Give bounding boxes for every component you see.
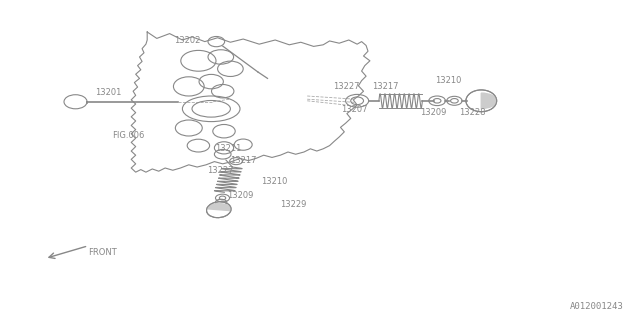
Text: 13228: 13228 <box>460 108 486 116</box>
Text: 13217: 13217 <box>372 82 399 91</box>
Text: 13209: 13209 <box>227 191 253 200</box>
Text: 13227: 13227 <box>333 82 359 91</box>
Text: 13210: 13210 <box>435 76 461 85</box>
Text: A012001243: A012001243 <box>570 302 624 311</box>
Text: 13201: 13201 <box>95 88 121 97</box>
Text: 13217: 13217 <box>230 156 257 164</box>
Text: 13210: 13210 <box>261 177 287 186</box>
Text: 13227: 13227 <box>207 166 233 175</box>
Wedge shape <box>207 204 231 211</box>
Text: 13229: 13229 <box>280 200 307 209</box>
Text: 13207: 13207 <box>341 105 367 114</box>
Text: 13211: 13211 <box>215 144 241 153</box>
Text: FIG.006: FIG.006 <box>112 131 145 140</box>
Wedge shape <box>481 93 497 108</box>
Text: 13209: 13209 <box>420 108 447 116</box>
Text: FRONT: FRONT <box>88 248 117 257</box>
Text: 13202: 13202 <box>174 36 200 44</box>
